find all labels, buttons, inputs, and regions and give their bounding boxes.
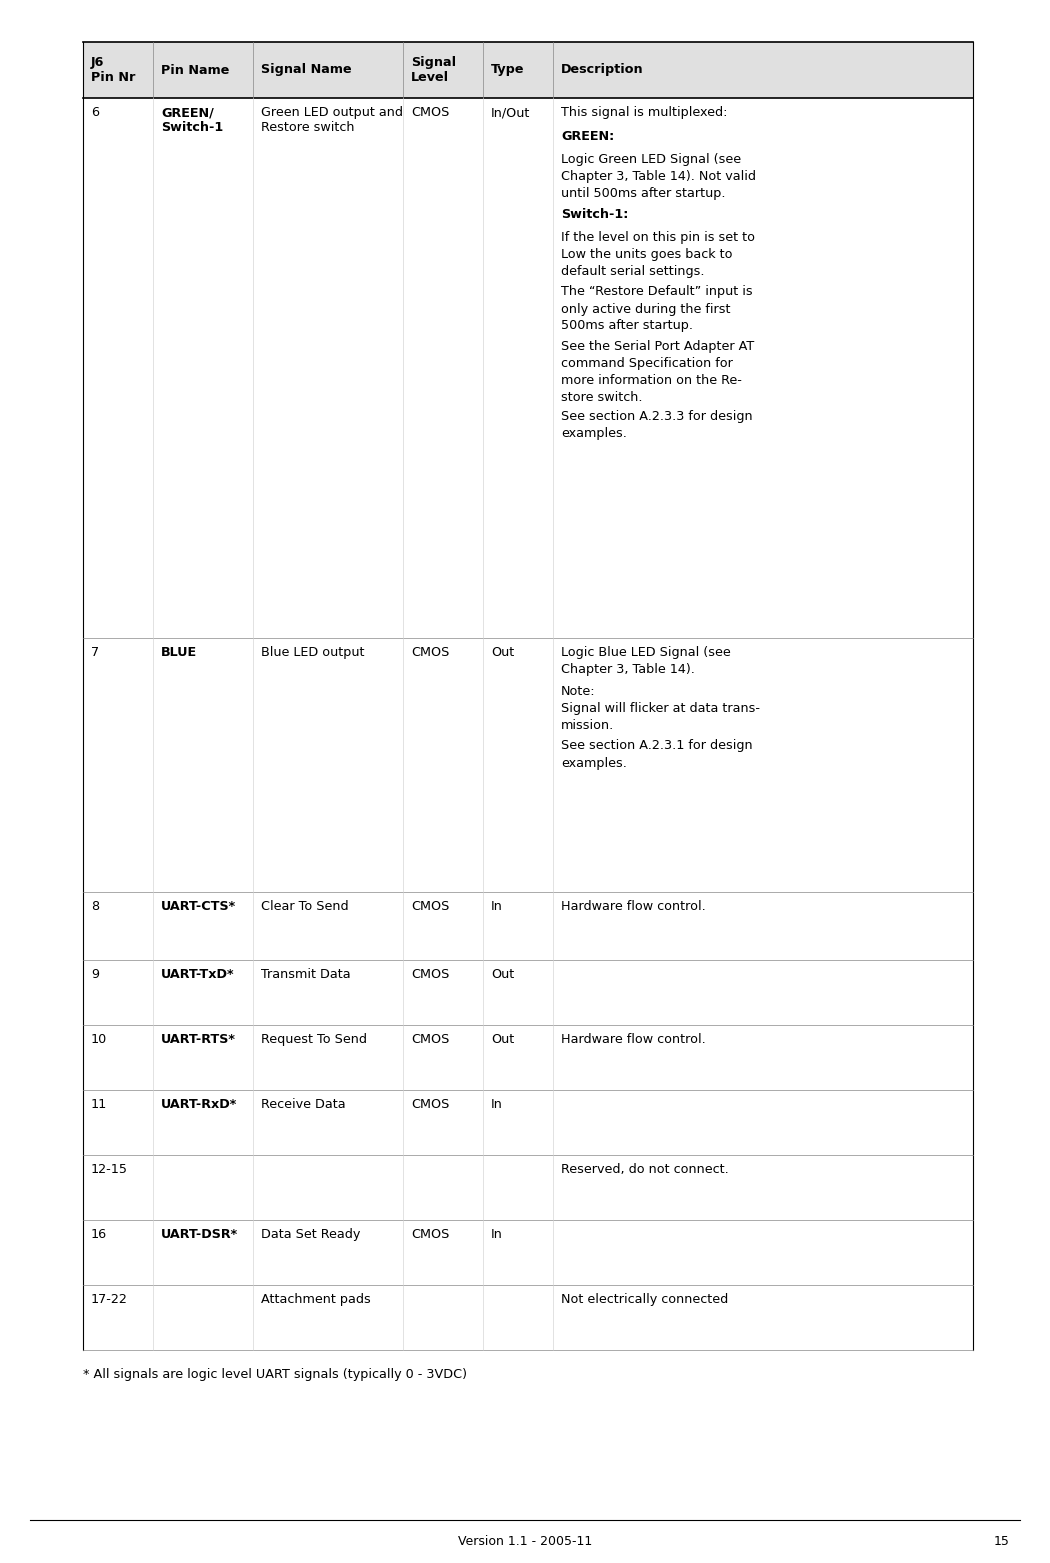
- Text: CMOS: CMOS: [411, 1033, 449, 1046]
- Text: Attachment pads: Attachment pads: [261, 1293, 371, 1307]
- Text: Out: Out: [491, 646, 514, 660]
- Text: 6: 6: [91, 106, 99, 119]
- Text: 16: 16: [91, 1229, 107, 1241]
- Bar: [83, 42, 973, 98]
- Text: CMOS: CMOS: [411, 646, 449, 660]
- Text: 10: 10: [91, 1033, 107, 1046]
- Text: Clear To Send: Clear To Send: [261, 900, 349, 913]
- Text: CMOS: CMOS: [411, 900, 449, 913]
- Text: Request To Send: Request To Send: [261, 1033, 368, 1046]
- Text: Hardware flow control.: Hardware flow control.: [561, 1033, 706, 1046]
- Text: Description: Description: [561, 64, 644, 77]
- Text: In: In: [491, 1229, 503, 1241]
- Text: See section A.2.3.1 for design
examples.: See section A.2.3.1 for design examples.: [561, 739, 753, 769]
- Text: BLUE: BLUE: [161, 646, 197, 660]
- Text: CMOS: CMOS: [411, 967, 449, 982]
- Text: Data Set Ready: Data Set Ready: [261, 1229, 360, 1241]
- Text: 17-22: 17-22: [91, 1293, 128, 1307]
- Text: 7: 7: [91, 646, 99, 660]
- Text: Out: Out: [491, 1033, 514, 1046]
- Text: 8: 8: [91, 900, 99, 913]
- Text: CMOS: CMOS: [411, 1097, 449, 1111]
- Text: * All signals are logic level UART signals (typically 0 - 3VDC): * All signals are logic level UART signa…: [83, 1368, 467, 1382]
- Text: In: In: [491, 900, 503, 913]
- Text: Blue LED output: Blue LED output: [261, 646, 364, 660]
- Text: Out: Out: [491, 967, 514, 982]
- Text: J6
Pin Nr: J6 Pin Nr: [91, 56, 135, 84]
- Text: 9: 9: [91, 967, 99, 982]
- Text: Green LED output and
Restore switch: Green LED output and Restore switch: [261, 106, 403, 134]
- Text: Receive Data: Receive Data: [261, 1097, 345, 1111]
- Text: If the level on this pin is set to
Low the units goes back to
default serial set: If the level on this pin is set to Low t…: [561, 231, 755, 278]
- Text: GREEN:: GREEN:: [561, 130, 614, 142]
- Text: Logic Green LED Signal (see
Chapter 3, Table 14). Not valid
until 500ms after st: Logic Green LED Signal (see Chapter 3, T…: [561, 153, 756, 200]
- Text: UART-DSR*: UART-DSR*: [161, 1229, 238, 1241]
- Text: UART-TxD*: UART-TxD*: [161, 967, 234, 982]
- Text: 12-15: 12-15: [91, 1163, 128, 1175]
- Text: CMOS: CMOS: [411, 106, 449, 119]
- Text: This signal is multiplexed:: This signal is multiplexed:: [561, 106, 728, 119]
- Text: 11: 11: [91, 1097, 107, 1111]
- Text: Hardware flow control.: Hardware flow control.: [561, 900, 706, 913]
- Text: Reserved, do not connect.: Reserved, do not connect.: [561, 1163, 729, 1175]
- Text: Logic Blue LED Signal (see
Chapter 3, Table 14).: Logic Blue LED Signal (see Chapter 3, Ta…: [561, 646, 731, 677]
- Text: Type: Type: [491, 64, 525, 77]
- Text: Version 1.1 - 2005-11: Version 1.1 - 2005-11: [458, 1535, 592, 1547]
- Text: CMOS: CMOS: [411, 1229, 449, 1241]
- Text: In: In: [491, 1097, 503, 1111]
- Text: UART-RTS*: UART-RTS*: [161, 1033, 236, 1046]
- Text: Switch-1:: Switch-1:: [561, 208, 628, 220]
- Text: The “Restore Default” input is
only active during the first
500ms after startup.: The “Restore Default” input is only acti…: [561, 286, 753, 333]
- Text: UART-CTS*: UART-CTS*: [161, 900, 236, 913]
- Text: 15: 15: [994, 1535, 1010, 1547]
- Text: Pin Name: Pin Name: [161, 64, 229, 77]
- Text: UART-RxD*: UART-RxD*: [161, 1097, 237, 1111]
- Text: Transmit Data: Transmit Data: [261, 967, 351, 982]
- Text: Note:
Signal will flicker at data trans-
mission.: Note: Signal will flicker at data trans-…: [561, 685, 760, 731]
- Text: See the Serial Port Adapter AT
command Specification for
more information on the: See the Serial Port Adapter AT command S…: [561, 341, 754, 403]
- Text: Signal
Level: Signal Level: [411, 56, 456, 84]
- Text: Not electrically connected: Not electrically connected: [561, 1293, 729, 1307]
- Text: See section A.2.3.3 for design
examples.: See section A.2.3.3 for design examples.: [561, 410, 753, 441]
- Text: Signal Name: Signal Name: [261, 64, 352, 77]
- Text: GREEN/
Switch-1: GREEN/ Switch-1: [161, 106, 224, 134]
- Text: In/Out: In/Out: [491, 106, 530, 119]
